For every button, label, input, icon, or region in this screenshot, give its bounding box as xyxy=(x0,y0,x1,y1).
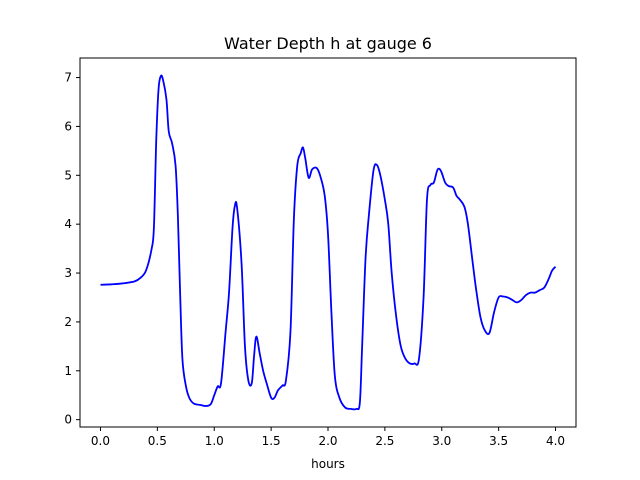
axes-frame xyxy=(79,57,577,428)
x-axis: 0.0 0.5 1.0 1.5 2.0 2.5 3.0 3.5 4.0 xyxy=(91,427,565,448)
x-tick-label: 4.0 xyxy=(546,434,565,448)
series-line xyxy=(100,74,557,411)
x-tick-label: 1.0 xyxy=(205,434,224,448)
x-tick-label: 0.5 xyxy=(148,434,167,448)
y-tick-label: 2 xyxy=(64,315,72,329)
x-tick-label: 2.0 xyxy=(318,434,337,448)
y-tick-label: 5 xyxy=(64,168,72,182)
y-tick-label: 1 xyxy=(64,364,72,378)
y-tick-label: 6 xyxy=(64,119,72,133)
y-tick-label: 4 xyxy=(64,217,72,231)
chart-title: Water Depth h at gauge 6 xyxy=(224,34,432,53)
x-tick-label: 2.5 xyxy=(375,434,394,448)
y-tick-label: 0 xyxy=(64,413,72,427)
x-tick-label: 0.0 xyxy=(91,434,110,448)
x-tick-label: 3.0 xyxy=(432,434,451,448)
x-axis-label: hours xyxy=(311,457,345,471)
plot-area xyxy=(100,74,557,411)
y-tick-label: 7 xyxy=(64,71,72,85)
y-axis: 0 1 2 3 4 5 6 7 xyxy=(64,71,80,427)
y-tick-label: 3 xyxy=(64,266,72,280)
x-tick-label: 1.5 xyxy=(262,434,281,448)
x-tick-label: 3.5 xyxy=(489,434,508,448)
